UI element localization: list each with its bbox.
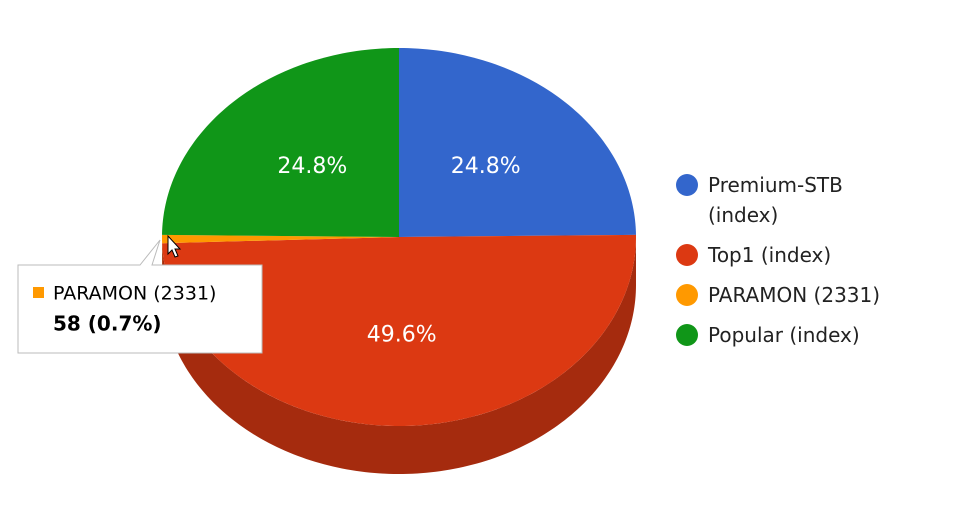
pie-slice bbox=[162, 234, 636, 426]
legend-swatch bbox=[676, 174, 698, 196]
legend: Premium-STB (index) Top1 (index) PARAMON (… bbox=[676, 170, 916, 360]
cursor bbox=[167, 234, 182, 258]
legend-swatch bbox=[676, 284, 698, 306]
pie-slice bbox=[162, 234, 399, 244]
legend-label: PARAMON (2331) bbox=[708, 283, 881, 307]
tooltip-box bbox=[17, 239, 263, 354]
legend-label: Popular (index) bbox=[708, 323, 860, 347]
slice-label: 49.6% bbox=[367, 322, 437, 347]
tooltip-value: 58 (0.7%) bbox=[53, 312, 162, 336]
tooltip: PARAMON (2331) 58 (0.7%) bbox=[17, 234, 263, 354]
legend-label: Top1 (index) bbox=[708, 243, 832, 267]
legend-item[interactable]: Popular (index) bbox=[676, 320, 916, 350]
tooltip-swatch bbox=[33, 287, 44, 298]
slice-label: 24.8% bbox=[451, 154, 521, 179]
pie-slice bbox=[162, 48, 399, 237]
legend-item[interactable]: Top1 (index) bbox=[676, 240, 916, 270]
pie-slice bbox=[399, 48, 636, 237]
legend-swatch bbox=[676, 244, 698, 266]
slice-label: 24.8% bbox=[277, 154, 347, 179]
tooltip-name: PARAMON (2331) bbox=[53, 283, 216, 305]
pie-side bbox=[162, 237, 636, 474]
legend-item[interactable]: PARAMON (2331) bbox=[676, 280, 916, 310]
legend-item[interactable]: Premium-STB (index) bbox=[676, 170, 916, 230]
legend-label: Premium-STB (index) bbox=[708, 173, 843, 227]
legend-swatch bbox=[676, 324, 698, 346]
